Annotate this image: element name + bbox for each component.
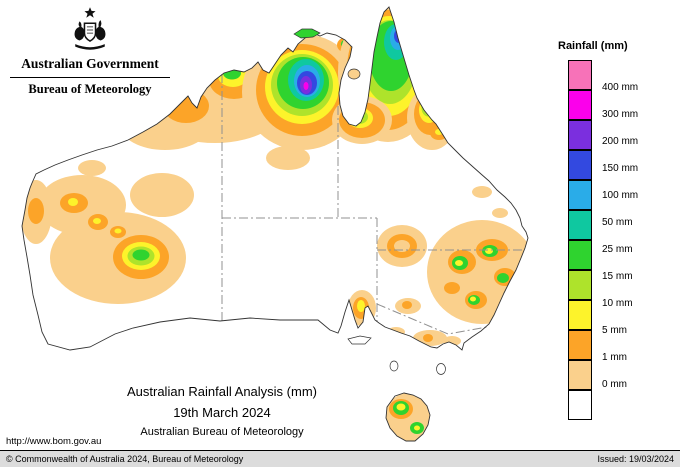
legend-label: 300 mm <box>602 109 639 120</box>
issued-text: Issued: 19/03/2024 <box>597 454 674 464</box>
bom-branding: Australian Government Bureau of Meteorol… <box>8 6 172 97</box>
kangaroo-island <box>347 335 372 345</box>
australia-rainfall-map <box>21 6 529 442</box>
caption-title: Australian Rainfall Analysis (mm) <box>126 384 317 399</box>
legend-swatch-10-mm <box>568 300 592 330</box>
caption-date: 19th March 2024 <box>173 405 271 420</box>
caption-organisation: Australian Bureau of Meteorology <box>140 426 304 438</box>
king-island <box>389 360 399 372</box>
legend-swatch-50-mm <box>568 210 592 240</box>
legend-swatch-400-mm <box>568 60 592 90</box>
bom-url: http://www.bom.gov.au <box>6 436 102 447</box>
legend-swatch-1-mm <box>568 360 592 390</box>
legend-swatch-25-mm <box>568 240 592 270</box>
coat-of-arms-icon <box>74 7 106 50</box>
bureau-title: Bureau of Meteorology <box>28 82 152 96</box>
rainfall-legend: Rainfall (mm) 400 mm 300 mm 200 mm 150 mm 10… <box>552 40 678 420</box>
legend-label: 150 mm <box>602 163 639 174</box>
melville-island <box>293 28 321 39</box>
legend-label: 1 mm <box>602 352 627 363</box>
copyright-text: © Commonwealth of Australia 2024, Bureau… <box>6 454 244 464</box>
legend-label: 200 mm <box>602 136 639 147</box>
legend-swatch-100-mm <box>568 180 592 210</box>
legend-label: 100 mm <box>602 190 639 201</box>
state-borders <box>221 74 524 335</box>
legend-label: 5 mm <box>602 325 627 336</box>
islands <box>293 28 446 375</box>
legend-label: 50 mm <box>602 217 633 228</box>
legend-swatch-15-mm <box>568 270 592 300</box>
legend-scale: 400 mm 300 mm 200 mm 150 mm 100 mm 50 mm 25 mm… <box>568 60 638 420</box>
legend-title: Rainfall (mm) <box>558 40 628 52</box>
legend-label: 10 mm <box>602 298 633 309</box>
legend-swatch-0-mm <box>568 390 592 420</box>
map-caption: Australian Rainfall Analysis (mm) 19th M… <box>62 384 382 438</box>
groote-eylandt <box>347 68 361 80</box>
legend-label: 0 mm <box>602 379 627 390</box>
tasmania-coastline <box>385 392 431 442</box>
legend-swatch-300-mm <box>568 90 592 120</box>
flinders-island <box>436 363 446 375</box>
legend-swatch-150-mm <box>568 150 592 180</box>
legend-label: 400 mm <box>602 82 639 93</box>
branding-divider <box>10 77 170 78</box>
legend-swatch-200-mm <box>568 120 592 150</box>
government-title: Australian Government <box>21 56 159 71</box>
legend-label: 25 mm <box>602 244 633 255</box>
footer-bar: © Commonwealth of Australia 2024, Bureau… <box>0 450 680 467</box>
legend-label: 15 mm <box>602 271 633 282</box>
legend-swatch-5-mm <box>568 330 592 360</box>
